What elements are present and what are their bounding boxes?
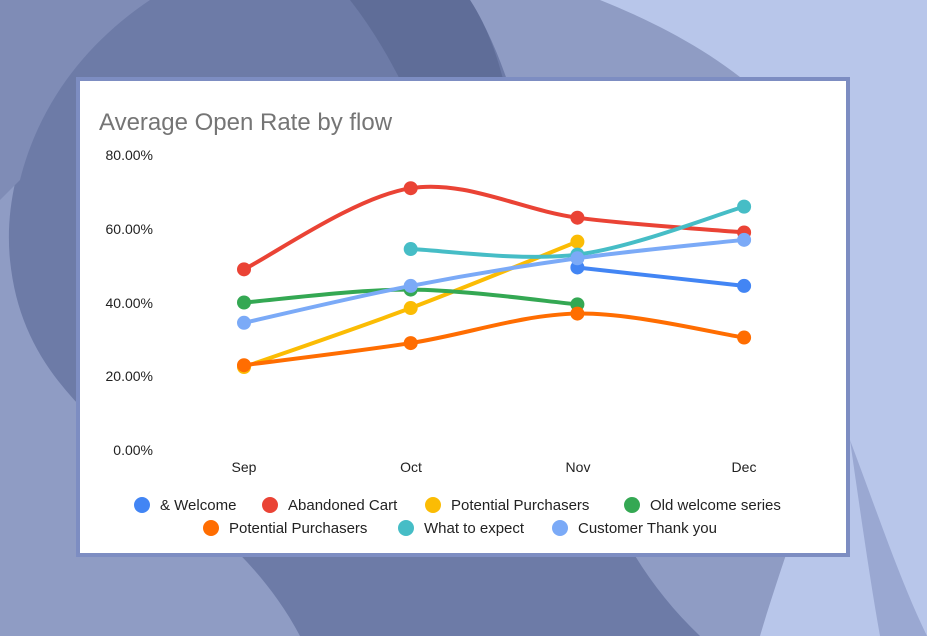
legend-item-welcome[interactable]: & Welcome — [134, 497, 236, 514]
legend-swatch — [134, 497, 150, 513]
data-point[interactable] — [237, 262, 251, 277]
legend-item-potential-purchasers-yellow[interactable]: Potential Purchasers — [425, 497, 589, 514]
data-point[interactable] — [570, 306, 585, 321]
data-point[interactable] — [403, 242, 418, 257]
legend-label: Potential Purchasers — [229, 520, 367, 537]
data-point[interactable] — [237, 315, 251, 330]
legend-label: What to expect — [424, 520, 525, 537]
legend-label: Customer Thank you — [578, 520, 717, 537]
y-tick-label: 80.00% — [106, 147, 153, 163]
data-point[interactable] — [403, 181, 418, 196]
legend-label: & Welcome — [160, 497, 236, 514]
series-line-4 — [242, 311, 747, 368]
data-point[interactable] — [237, 295, 251, 310]
chart-card: Average Open Rate by flow 0.00% 20.00% 4… — [76, 77, 850, 557]
data-point[interactable] — [737, 232, 752, 247]
series-layer — [237, 181, 752, 375]
y-tick-label: 0.00% — [113, 442, 153, 458]
data-point[interactable] — [570, 210, 585, 225]
data-point[interactable] — [570, 251, 585, 266]
legend-swatch — [624, 497, 640, 513]
legend: & Welcome Abandoned Cart Potential Purch… — [134, 497, 781, 537]
series-line-0 — [575, 265, 747, 288]
data-point[interactable] — [737, 199, 752, 214]
series-line-1 — [242, 184, 747, 272]
line-chart: Average Open Rate by flow 0.00% 20.00% 4… — [99, 109, 781, 537]
data-point[interactable] — [737, 278, 752, 293]
x-tick-label: Dec — [732, 459, 757, 475]
y-tick-label: 40.00% — [106, 295, 153, 311]
legend-label: Potential Purchasers — [451, 497, 589, 514]
y-tick-label: 20.00% — [106, 368, 153, 384]
legend-item-abandoned-cart[interactable]: Abandoned Cart — [262, 497, 398, 514]
data-point[interactable] — [403, 278, 418, 293]
legend-item-what-to-expect[interactable]: What to expect — [398, 520, 525, 537]
x-axis: Sep Oct Nov Dec — [232, 459, 757, 475]
legend-swatch — [398, 520, 414, 536]
data-point[interactable] — [237, 358, 251, 373]
legend-item-potential-purchasers-orange[interactable]: Potential Purchasers — [203, 520, 367, 537]
legend-swatch — [203, 520, 219, 536]
data-point[interactable] — [403, 301, 418, 316]
series-line-6 — [242, 237, 747, 325]
data-point[interactable] — [737, 330, 752, 345]
x-tick-label: Nov — [566, 459, 591, 475]
legend-swatch — [425, 497, 441, 513]
data-point[interactable] — [570, 234, 585, 249]
legend-swatch — [262, 497, 278, 513]
y-axis: 0.00% 20.00% 40.00% 60.00% 80.00% — [106, 147, 153, 458]
x-tick-label: Sep — [232, 459, 257, 475]
x-tick-label: Oct — [400, 459, 422, 475]
legend-label: Old welcome series — [650, 497, 781, 514]
legend-item-customer-thank-you[interactable]: Customer Thank you — [552, 520, 717, 537]
chart-title: Average Open Rate by flow — [99, 109, 393, 136]
legend-swatch — [552, 520, 568, 536]
legend-item-old-welcome-series[interactable]: Old welcome series — [624, 497, 781, 514]
legend-label: Abandoned Cart — [288, 497, 398, 514]
data-point[interactable] — [403, 336, 418, 351]
y-tick-label: 60.00% — [106, 221, 153, 237]
